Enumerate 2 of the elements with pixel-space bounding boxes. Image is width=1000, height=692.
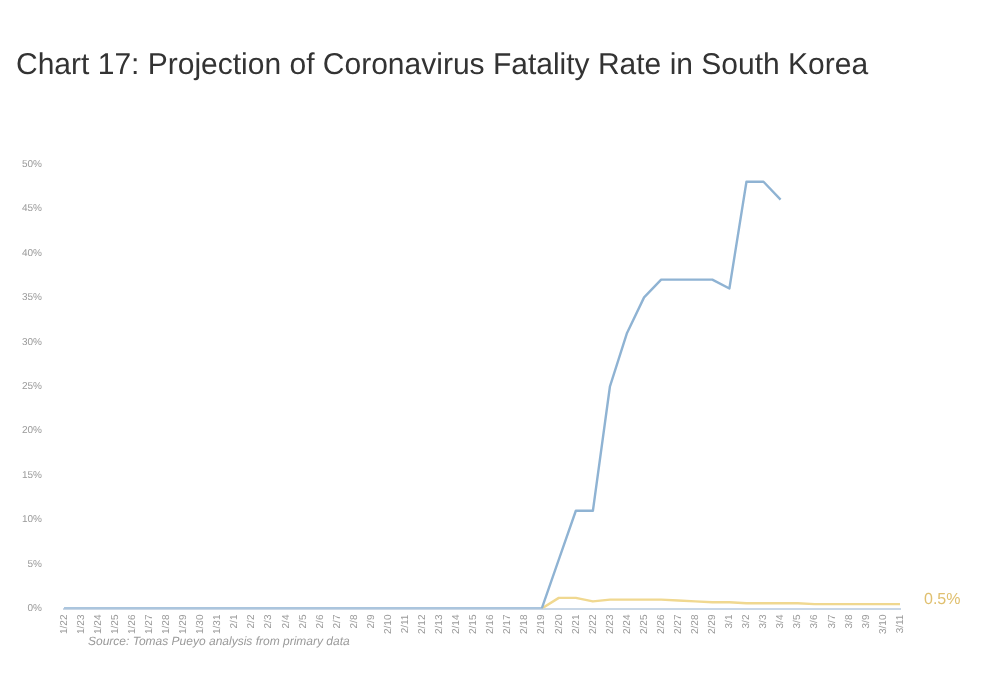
chart-title: Chart 17: Projection of Coronavirus Fatality Rate in South Korea: [16, 48, 870, 83]
annotation: 0.5%: [924, 590, 961, 609]
